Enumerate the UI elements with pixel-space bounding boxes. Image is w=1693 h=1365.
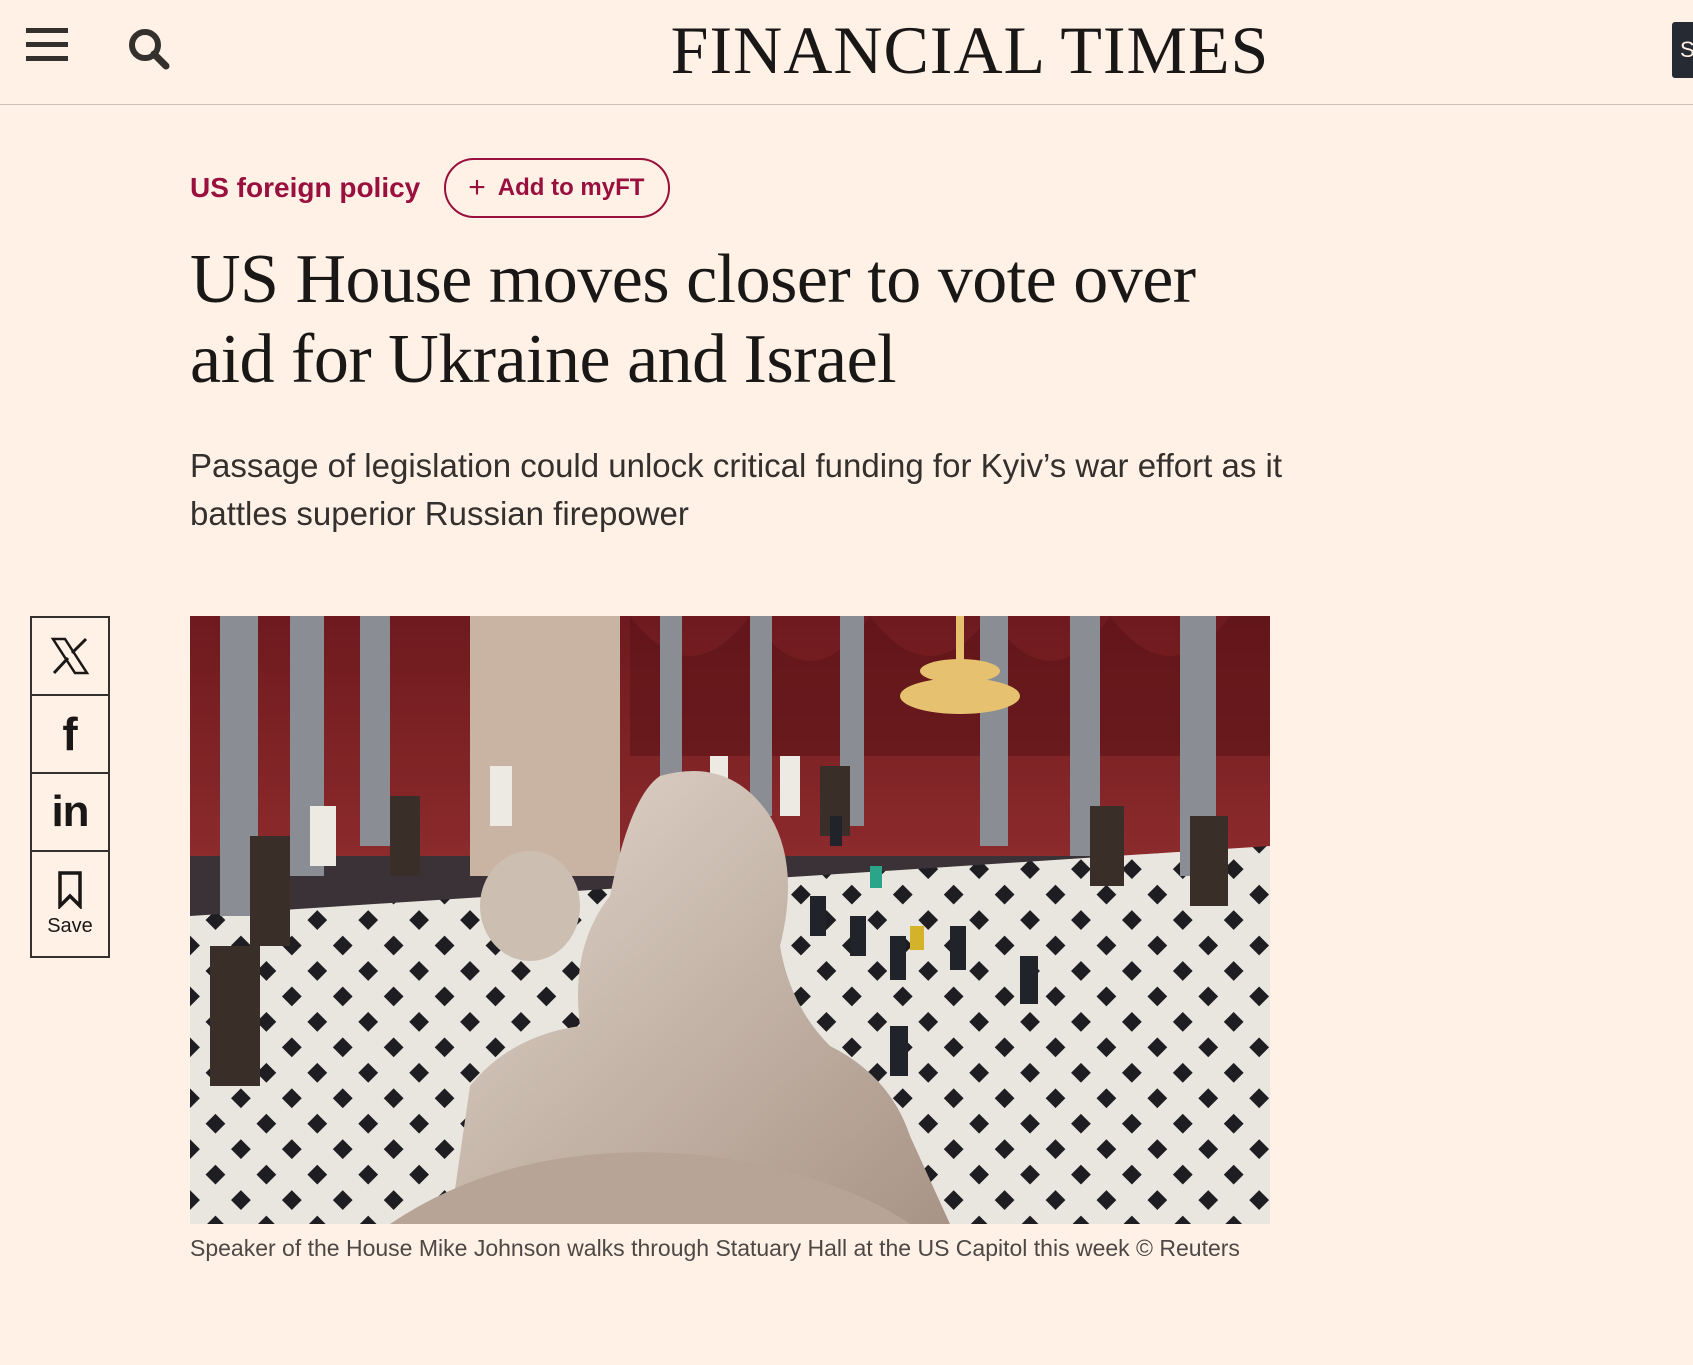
article-standfirst: Passage of legislation could unlock crit…: [190, 447, 1282, 532]
site-header: FINANCIAL TIMES S: [0, 0, 1693, 105]
image-caption: Speaker of the House Mike Johnson walks …: [190, 1235, 1240, 1261]
subscribe-label: S: [1680, 37, 1693, 62]
plus-icon: +: [468, 171, 486, 204]
topic-row: US foreign policy + Add to myFT: [190, 158, 671, 218]
article-headline: US House moves closer to vote over aid f…: [190, 241, 1196, 398]
share-toolbar: f in Save: [30, 616, 110, 958]
topic-link[interactable]: US foreign policy: [190, 172, 421, 203]
add-to-myft-button[interactable]: + Add to myFT: [444, 158, 671, 218]
menu-icon[interactable]: [26, 28, 72, 68]
subscribe-button[interactable]: S: [1672, 22, 1693, 78]
add-to-myft-label: Add to myFT: [497, 174, 645, 201]
linkedin-icon: in: [51, 787, 89, 836]
ft-logo[interactable]: FINANCIAL TIMES: [670, 12, 1270, 88]
save-label: Save: [47, 914, 93, 937]
menu-bar: [26, 42, 68, 47]
menu-bar: [26, 28, 68, 33]
menu-bar: [26, 56, 68, 61]
article-hero-image[interactable]: [190, 616, 1270, 1224]
share-facebook-button[interactable]: f: [32, 696, 108, 774]
share-linkedin-button[interactable]: in: [32, 774, 108, 852]
x-twitter-icon: [50, 637, 90, 675]
search-icon[interactable]: [126, 26, 172, 72]
bookmark-icon: [58, 870, 82, 909]
save-article-button[interactable]: Save: [32, 852, 108, 956]
facebook-icon: f: [62, 708, 78, 760]
share-x-button[interactable]: [32, 618, 108, 696]
